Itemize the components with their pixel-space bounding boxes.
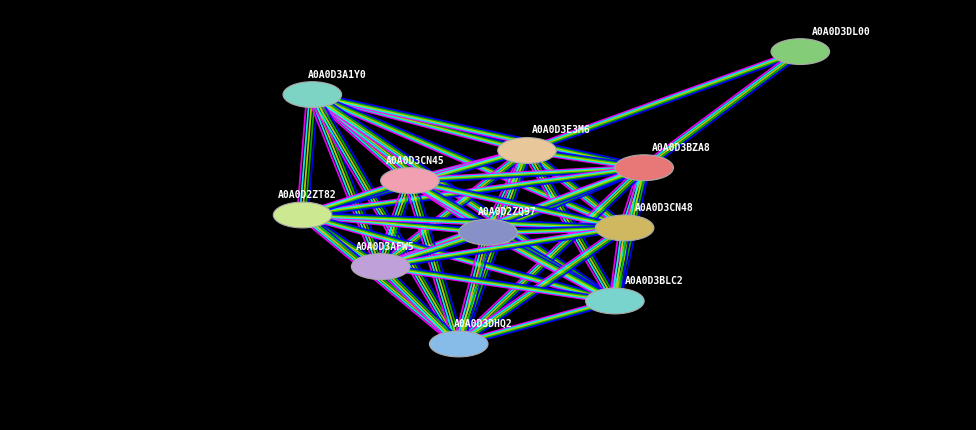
Text: A0A0D3DHQ2: A0A0D3DHQ2	[454, 319, 512, 329]
Circle shape	[498, 138, 556, 163]
Text: A0A0D3A1Y0: A0A0D3A1Y0	[307, 70, 366, 80]
Text: A0A0D3E3M6: A0A0D3E3M6	[532, 126, 590, 135]
Circle shape	[283, 82, 342, 108]
Text: A0A0D2ZQ97: A0A0D2ZQ97	[478, 207, 537, 217]
Text: A0A0D2ZT82: A0A0D2ZT82	[278, 190, 337, 200]
Text: A0A0D3CN45: A0A0D3CN45	[386, 156, 444, 166]
Circle shape	[459, 219, 517, 245]
Text: A0A0D3BLC2: A0A0D3BLC2	[625, 276, 683, 286]
Circle shape	[771, 39, 830, 64]
Circle shape	[381, 168, 439, 194]
Circle shape	[429, 331, 488, 357]
Text: A0A0D3BZA8: A0A0D3BZA8	[652, 143, 711, 153]
Text: A0A0D3CN48: A0A0D3CN48	[634, 203, 693, 213]
Circle shape	[615, 155, 673, 181]
Circle shape	[595, 215, 654, 241]
Circle shape	[586, 288, 644, 314]
Text: A0A0D3AFW5: A0A0D3AFW5	[356, 242, 415, 252]
Circle shape	[273, 202, 332, 228]
Circle shape	[351, 254, 410, 280]
Text: A0A0D3DL00: A0A0D3DL00	[812, 27, 871, 37]
